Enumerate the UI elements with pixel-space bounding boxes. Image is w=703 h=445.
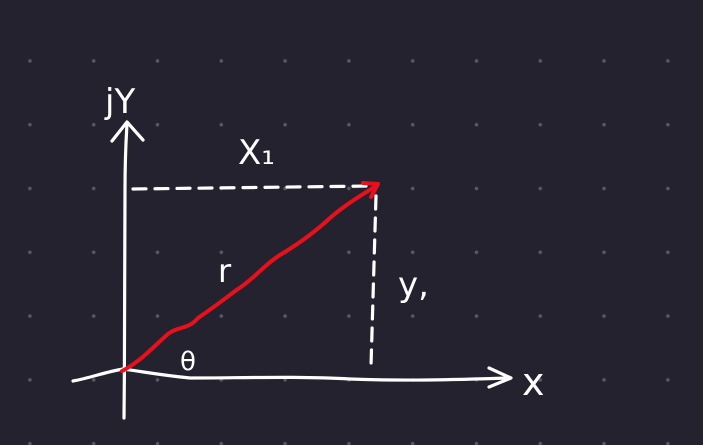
y-axis-arrowhead xyxy=(110,120,145,143)
vector-r-arrowhead xyxy=(361,181,380,199)
x-projection-dashed-line xyxy=(131,184,374,191)
y-axis-line xyxy=(122,122,129,420)
magnitude-r-label: r xyxy=(218,252,232,290)
x-axis-label: x xyxy=(522,360,545,404)
x-axis-line xyxy=(71,367,512,383)
x-axis-arrowhead xyxy=(487,366,513,389)
y-axis-label: jY xyxy=(104,82,135,122)
vector-r xyxy=(120,184,378,373)
x-component-label: X₁ xyxy=(238,133,275,173)
y-projection-dashed-line xyxy=(369,194,378,368)
y-component-label: y, xyxy=(398,265,429,305)
angle-theta-label: θ xyxy=(180,347,196,377)
